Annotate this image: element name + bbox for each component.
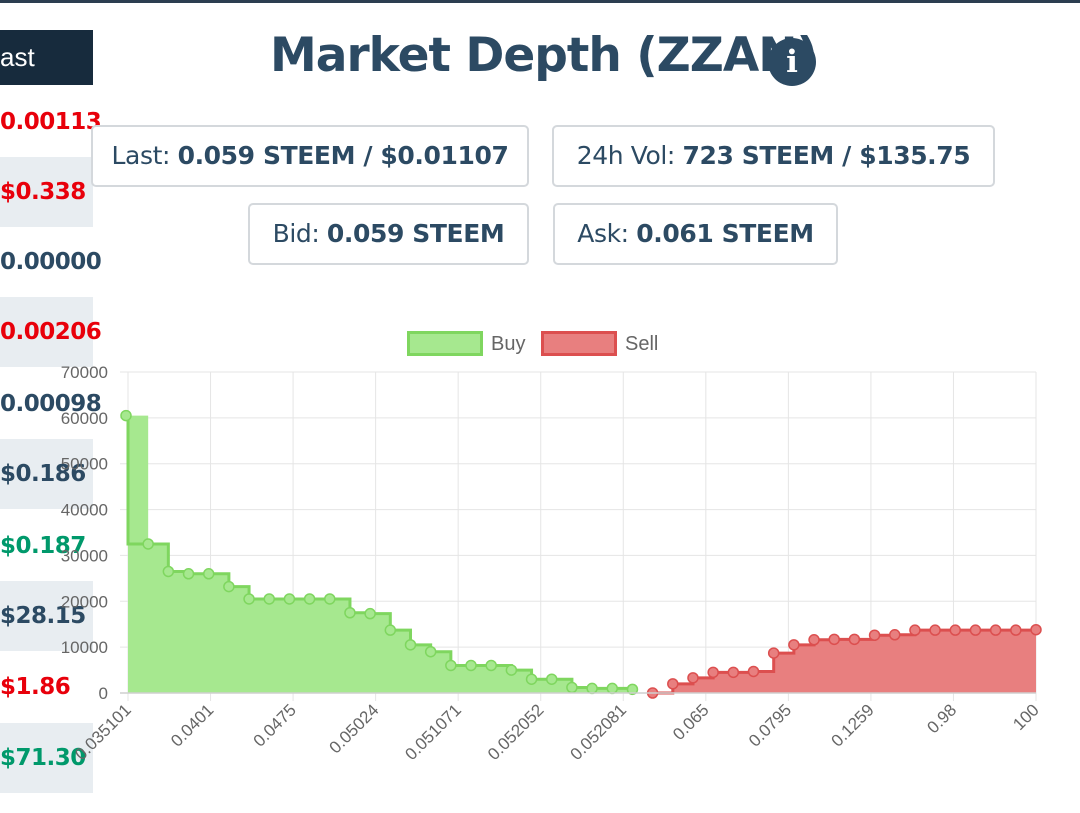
bid-label: Bid: (272, 219, 320, 248)
sell-point (788, 639, 800, 651)
x-tick-label: 0.98 (923, 700, 960, 737)
buy-point (182, 568, 195, 580)
buy-point (465, 659, 477, 672)
buy-point (566, 681, 578, 694)
buy-point (243, 593, 255, 605)
legend-buy-label[interactable]: Buy (491, 333, 526, 355)
y-tick-label: 20000 (61, 592, 108, 611)
sell-point (707, 666, 719, 679)
buy-point (202, 568, 215, 580)
x-tick-label: 0.0401 (167, 700, 217, 750)
buy-point (626, 683, 639, 696)
buy-point (324, 593, 336, 605)
legend-buy-swatch[interactable] (407, 331, 483, 356)
buy-point (303, 593, 316, 605)
sell-point (989, 624, 1002, 636)
buy-point (142, 538, 154, 550)
sell-point (667, 678, 679, 690)
sell-point (727, 666, 740, 679)
last-value: 0.059 STEEM / $0.01107 (177, 141, 509, 170)
sell-point (1010, 624, 1022, 636)
sidebar-row: 0.00000 (0, 249, 102, 275)
buy-point (162, 565, 175, 578)
sell-point (848, 633, 861, 646)
y-tick-label: 30000 (61, 546, 108, 565)
x-tick-label: 0.052081 (567, 700, 631, 764)
sidebar-row: $0.187 (0, 533, 86, 559)
y-tick-label: 60000 (61, 409, 108, 428)
ask-box: Ask: 0.061 STEEM (553, 203, 838, 265)
sidebar-row: 0.00113 (0, 109, 102, 135)
buy-point (344, 607, 356, 619)
x-tick-label: 0.0475 (250, 700, 300, 750)
buy-point (120, 409, 132, 422)
x-tick-label: 0.051071 (401, 700, 465, 764)
page-title: Market Depth (ZZAN) (270, 28, 818, 83)
volume-box: 24h Vol: 723 STEEM / $135.75 (552, 125, 995, 187)
sidebar-row: $71.30 (0, 723, 93, 793)
y-tick-label: 10000 (61, 638, 108, 657)
sell-point (767, 647, 780, 659)
buy-point (263, 593, 275, 605)
ask-value: 0.061 STEEM (636, 219, 814, 248)
sell-point (909, 624, 921, 636)
buy-point (384, 624, 397, 636)
buy-point (525, 673, 538, 685)
x-tick-label: 0.052052 (484, 700, 548, 764)
x-tick-label: 0.1259 (828, 700, 878, 750)
sell-point (747, 665, 760, 678)
sidebar-row: $1.86 (0, 674, 71, 700)
sidebar-row: $0.338 (0, 157, 93, 227)
volume-value: 723 STEEM / $135.75 (682, 141, 971, 170)
legend-sell-label[interactable]: Sell (625, 333, 659, 355)
buy-area (128, 415, 633, 693)
sidebar-row: $0.186 (0, 439, 93, 509)
y-tick-label: 50000 (61, 455, 108, 474)
sell-point (889, 629, 901, 641)
sell-point (828, 633, 840, 646)
x-tick-label: 0.0795 (745, 700, 795, 750)
sell-point (868, 629, 881, 641)
last-label: Last: (111, 141, 171, 170)
buy-point (364, 607, 376, 620)
y-tick-label: 0 (99, 684, 108, 703)
x-tick-label: 0.05024 (326, 700, 383, 757)
buy-point (586, 682, 598, 695)
buy-point (485, 659, 497, 672)
y-tick-label: 40000 (61, 501, 108, 520)
bid-box: Bid: 0.059 STEEM (248, 203, 529, 265)
sidebar-row: 0.00098 (0, 391, 102, 417)
buy-point (505, 664, 518, 676)
x-tick-label: 0.035101 (71, 700, 135, 764)
legend-sell-swatch[interactable] (541, 331, 617, 356)
buy-point (424, 645, 437, 658)
buy-point (223, 580, 235, 593)
last-price-box: Last: 0.059 STEEM / $0.01107 (91, 125, 529, 187)
sidebar-header: ast (0, 30, 93, 85)
bid-value: 0.059 STEEM (326, 219, 505, 248)
sell-point (949, 624, 962, 636)
x-tick-label: 0.065 (669, 700, 713, 744)
sidebar-row: $28.15 (0, 581, 93, 651)
y-tick-label: 70000 (61, 363, 108, 382)
sell-point (808, 634, 820, 646)
buy-point (445, 659, 457, 672)
buy-point (283, 593, 296, 605)
sell-point (1030, 623, 1042, 636)
buy-point (404, 639, 417, 651)
sell-point (929, 624, 941, 636)
sidebar-row: 0.00206 (0, 297, 102, 367)
ask-label: Ask: (577, 219, 629, 248)
sell-area (652, 629, 1036, 693)
sell-point (687, 672, 699, 684)
sell-point (969, 624, 982, 636)
buy-point (606, 682, 619, 695)
volume-label: 24h Vol: (576, 141, 676, 170)
info-circle-icon[interactable]: i (768, 38, 816, 86)
x-tick-label: 100 (1009, 700, 1042, 733)
top-rule (0, 0, 1080, 3)
buy-point (545, 673, 558, 685)
